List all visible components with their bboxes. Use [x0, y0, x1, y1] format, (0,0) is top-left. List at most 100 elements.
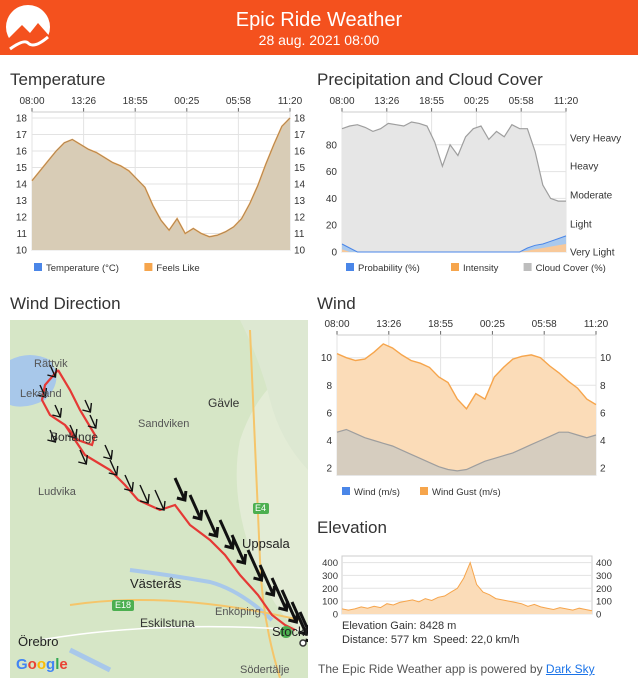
dark-sky-link[interactable]: Dark Sky: [545, 662, 595, 676]
cloud-cover-area: [342, 122, 566, 252]
precipitation-intensity-label: Light: [570, 220, 592, 231]
wind-time-label: 13:26: [376, 319, 401, 330]
temperature-ytick-left: 14: [16, 180, 28, 191]
temperature-time-label: 18:55: [123, 96, 148, 107]
wind-arrow-shaft: [230, 534, 246, 564]
elevation-ytick-left: 200: [322, 584, 338, 595]
map-label-enkoping: Enköping: [215, 606, 261, 618]
route-start-marker[interactable]: [299, 639, 307, 647]
precipitation-ytick-left: 60: [326, 167, 338, 178]
precipitation-legend-label: Cloud Cover (%): [536, 263, 606, 274]
precipitation-ytick-left: 80: [326, 140, 338, 151]
map-label-eskilstuna: Eskilstuna: [140, 616, 195, 630]
wind-ytick-left: 10: [321, 353, 333, 364]
wind-ytick-left: 4: [326, 436, 332, 447]
wind-arrow-head: [124, 481, 134, 492]
wind-arrow-head: [176, 490, 188, 502]
route-map[interactable]: Rättvik Leksand Borlänge Ludvika Gävle S…: [10, 320, 308, 678]
wind-arrow-shaft: [84, 399, 92, 413]
temperature-time-label: 13:26: [71, 96, 96, 107]
wind-gust-line: [336, 343, 597, 410]
precipitation-ytick-left: 40: [326, 194, 338, 205]
wind-chart: 08:00 13:26 18:55 00:25 05:58 11:20 10 8 6 4 2 10…: [321, 319, 612, 498]
precipitation-time-label: 00:25: [464, 96, 489, 107]
temperature-ytick-right: 10: [294, 246, 306, 257]
map-label-orebro: Örebro: [18, 634, 59, 649]
elevation-ytick-right: 200: [596, 584, 612, 595]
wind-legend-label: Wind (m/s): [354, 487, 400, 498]
wind-arrow-shaft: [89, 414, 97, 429]
forecast-datetime: 28 aug. 2021 08:00: [258, 32, 380, 48]
wind-arrow-shaft: [280, 589, 298, 623]
temperature-time-label: 00:25: [174, 96, 199, 107]
map-label-rattvik: Rättvik: [34, 358, 68, 370]
route-distance: Distance: 577 km: [342, 634, 427, 646]
wind-arrow-shaft: [39, 384, 47, 398]
wind-speed-line: [336, 428, 597, 472]
wind-time-label: 11:20: [584, 319, 609, 330]
wind-arrow-shaft: [139, 484, 149, 504]
wind-arrow-shaft: [188, 494, 203, 520]
temperature-ytick-left: 11: [17, 229, 28, 240]
route-speed: Speed: 22,0 km/h: [433, 634, 520, 646]
wind-arrow-shaft: [270, 577, 288, 611]
wind-arrow-head: [236, 553, 248, 565]
precipitation-time-label: 08:00: [329, 96, 354, 107]
precipitation-intensity-label: Very Heavy: [570, 134, 621, 145]
map-label-ludvika: Ludvika: [38, 486, 76, 498]
precipitation-ytick-left: 0: [331, 248, 337, 259]
wind-ytick-left: 8: [326, 381, 332, 392]
wind-time-label: 08:00: [324, 319, 349, 330]
temperature-time-label: 11:20: [278, 96, 303, 107]
precipitation-legend-swatch: [451, 263, 459, 271]
wind-ytick-right: 6: [600, 408, 606, 419]
wind-arrow-shaft: [79, 449, 87, 465]
route-distance-speed: Distance: 577 km Speed: 22,0 km/h: [342, 634, 519, 646]
wind-arrow-head: [155, 500, 166, 511]
wind-arrow-head: [67, 428, 78, 439]
wind-arrow-shaft: [173, 477, 187, 501]
temperature-time-label: 05:58: [226, 96, 251, 107]
route-end-marker[interactable]: [280, 626, 292, 638]
wind-arrow-head: [224, 538, 236, 550]
footer-text: The Epic Ride Weather app is powered by: [318, 662, 543, 676]
elevation-ytick-right: 400: [596, 558, 612, 569]
wind-arrow-head: [87, 418, 98, 429]
precipitation-legend-swatch: [346, 263, 354, 271]
wind-ytick-right: 10: [600, 353, 612, 364]
wind-time-label: 05:58: [532, 319, 557, 330]
e18-shield: [112, 600, 134, 611]
elevation-ytick-right: 0: [596, 610, 601, 621]
precipitation-time-label: 18:55: [419, 96, 444, 107]
wind-arrow-head: [139, 493, 150, 504]
elevation-ytick-left: 0: [333, 610, 338, 621]
google-logo[interactable]: Google: [16, 656, 68, 673]
elevation-ytick-left: 300: [322, 571, 338, 582]
wind-direction-title: Wind Direction: [10, 294, 121, 313]
elevation-gain: Elevation Gain: 8428 m: [342, 620, 457, 632]
app-header: Epic Ride Weather 28 aug. 2021 08:00: [0, 0, 638, 55]
app-title: Epic Ride Weather: [235, 9, 403, 31]
elevation-ytick-left: 400: [322, 558, 338, 569]
temperature-chart: 08:00 13:26 18:55 00:25 05:58 11:20 18 17 16 15 1…: [16, 96, 306, 274]
temperature-ytick-right: 16: [294, 147, 306, 158]
temperature-ytick-right: 17: [294, 130, 306, 141]
wind-arrow-shaft: [246, 549, 263, 581]
wind-arrow-shaft: [104, 444, 112, 460]
wind-ytick-right: 4: [600, 436, 606, 447]
map-label-gavle: Gävle: [208, 396, 240, 410]
wind-arrow-head: [108, 465, 119, 476]
temperature-ytick-right: 11: [294, 229, 305, 240]
precipitation-intensity-label: Heavy: [570, 162, 598, 173]
wind-ytick-left: 6: [326, 408, 332, 419]
temperature-time-label: 08:00: [19, 96, 44, 107]
wind-arrows: [37, 364, 308, 643]
wind-arrow-head: [47, 367, 58, 378]
map-background: [10, 320, 308, 678]
temperature-ytick-left: 16: [16, 147, 28, 158]
precipitation-title: Precipitation and Cloud Cover: [317, 70, 543, 89]
intensity-area: [342, 244, 566, 252]
temperature-ytick-left: 10: [16, 246, 28, 257]
wind-arrow-shaft: [203, 509, 219, 537]
precipitation-time-label: 11:20: [554, 96, 579, 107]
